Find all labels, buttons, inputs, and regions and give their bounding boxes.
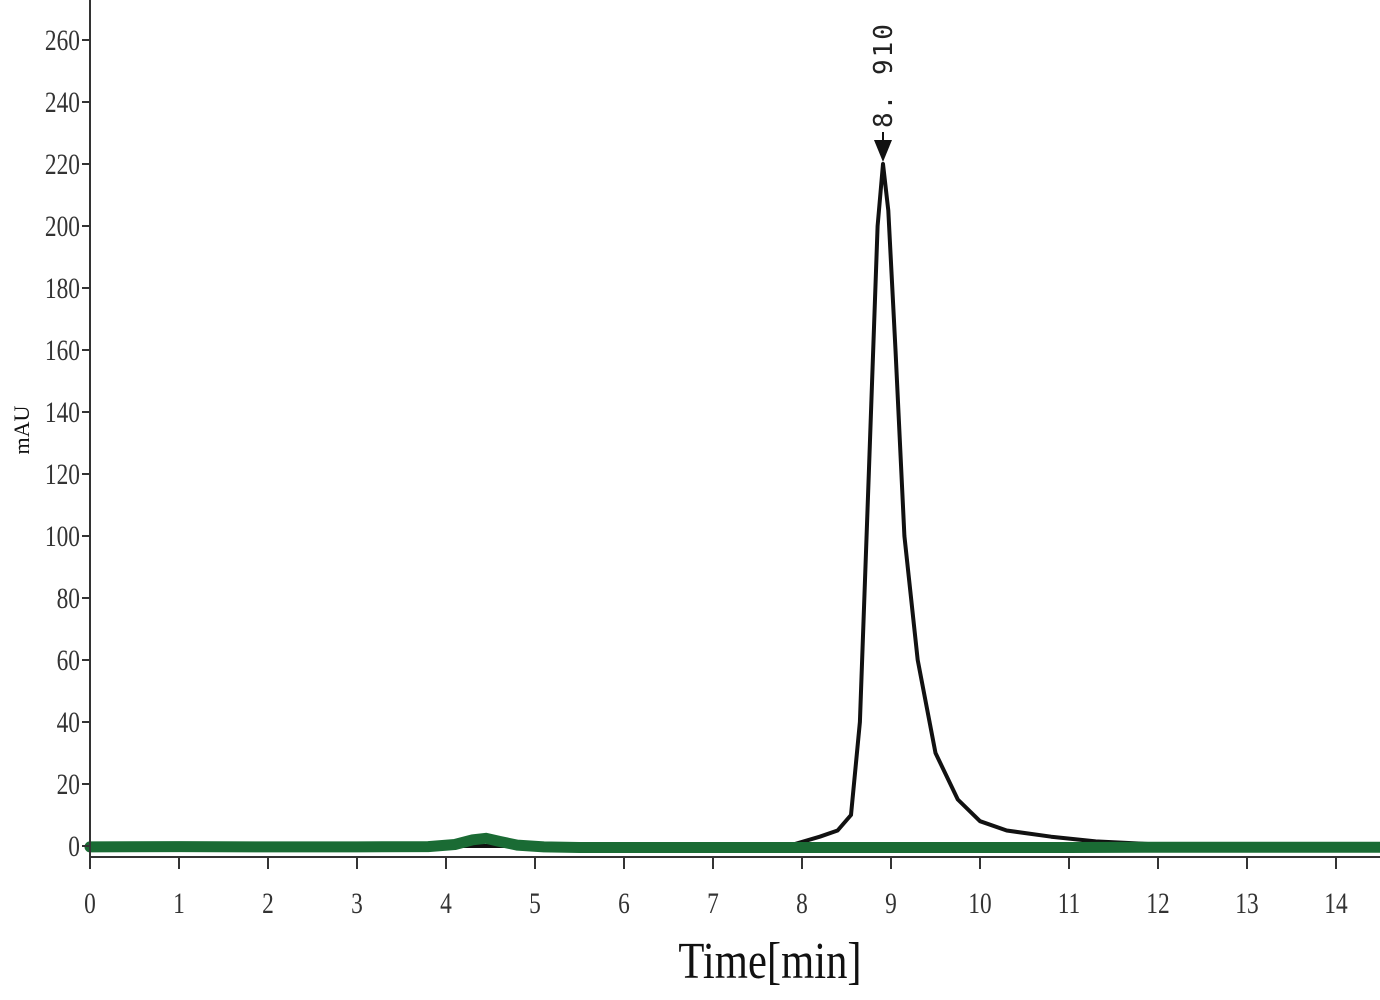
x-tick-label: 11	[1058, 886, 1081, 919]
x-tick-label: 10	[968, 886, 991, 919]
y-tick-label: 240	[45, 85, 80, 118]
x-axis-title: Time[min]	[678, 933, 861, 990]
x-tick-label: 0	[84, 886, 96, 919]
peak-label: 8. 910	[869, 22, 899, 128]
y-tick-label: 60	[57, 643, 80, 676]
x-tick-label: 5	[529, 886, 541, 919]
y-tick-label: 0	[68, 829, 80, 862]
annotation-layer: 8. 910	[869, 22, 899, 162]
y-tick-label: 180	[45, 271, 80, 304]
y-tick-label: 220	[45, 147, 80, 180]
x-tick-label: 4	[440, 886, 452, 919]
x-tick-label: 3	[351, 886, 363, 919]
y-tick-label: 140	[45, 395, 80, 428]
x-tick-label: 12	[1146, 886, 1169, 919]
x-tick-label: 9	[885, 886, 897, 919]
series-line-1	[88, 162, 1380, 848]
y-tick-label: 160	[45, 333, 80, 366]
series-layer	[84, 162, 1380, 853]
x-tick-label: 14	[1324, 886, 1348, 919]
y-tick-label: 120	[45, 457, 80, 490]
x-tick-label: 2	[262, 886, 274, 919]
y-tick-label: 260	[45, 23, 80, 56]
y-tick-label: 20	[57, 767, 80, 800]
x-tick-label: 7	[707, 886, 719, 919]
y-tick-label: 80	[57, 581, 80, 614]
x-tick-label: 13	[1235, 886, 1258, 919]
y-axis: 0 20 40 60 80 100 120 140 160 180 200 220 240 260	[45, 0, 91, 863]
x-tick-label: 6	[618, 886, 630, 919]
y-tick-label: 100	[45, 519, 80, 552]
y-tick-label: 40	[57, 705, 80, 738]
x-axis: 0 1 2 3 4 5 6 7 8 9 10 11 12 13 14	[84, 856, 1380, 920]
y-axis-title: mAU	[9, 405, 34, 454]
x-tick-label: 1	[173, 886, 185, 919]
series-line-2	[84, 832, 1380, 853]
peak-marker-arrow	[873, 140, 892, 162]
y-tick-label: 200	[45, 209, 80, 242]
x-tick-label: 8	[796, 886, 808, 919]
